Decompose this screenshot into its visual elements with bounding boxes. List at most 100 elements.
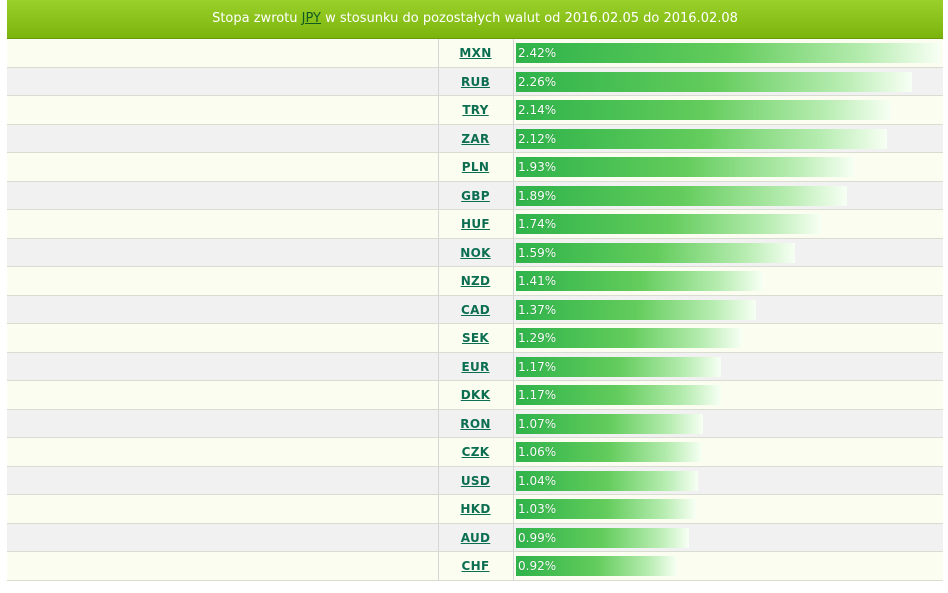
empty-cell bbox=[7, 295, 439, 323]
empty-cell bbox=[7, 381, 439, 409]
currency-code-cell: TRY bbox=[438, 96, 514, 124]
currency-code-cell: AUD bbox=[438, 523, 514, 551]
return-bar bbox=[516, 71, 912, 92]
return-bar bbox=[516, 328, 742, 348]
return-value-label: 1.29% bbox=[518, 331, 557, 345]
currency-code-link[interactable]: PLN bbox=[461, 160, 490, 174]
currency-code-link[interactable]: MXN bbox=[459, 46, 492, 60]
currency-code-link[interactable]: AUD bbox=[460, 530, 491, 545]
return-bar bbox=[516, 128, 887, 149]
currency-code-cell: USD bbox=[438, 466, 514, 494]
empty-cell bbox=[7, 552, 439, 580]
currency-code-link[interactable]: USD bbox=[460, 473, 491, 488]
bar-cell: 1.74% bbox=[514, 210, 943, 238]
table-row: HKD 1.03% bbox=[7, 495, 943, 524]
bar-cell: 2.12% bbox=[514, 125, 943, 153]
table-row: RON 1.07% bbox=[7, 409, 943, 438]
return-value-label: 1.07% bbox=[518, 416, 557, 431]
return-value-label: 2.42% bbox=[518, 46, 557, 60]
bar-cell: 0.99% bbox=[514, 524, 943, 552]
table-row: CZK 1.06% bbox=[7, 438, 943, 467]
currency-code-link[interactable]: CZK bbox=[461, 445, 490, 459]
return-value-label: 2.26% bbox=[518, 74, 557, 89]
bar-cell: 1.06% bbox=[514, 438, 943, 466]
empty-cell bbox=[7, 67, 439, 95]
currency-code-link[interactable]: HKD bbox=[460, 502, 491, 516]
table-row: PLN 1.93% bbox=[7, 153, 943, 182]
bar-cell: 1.89% bbox=[514, 182, 943, 210]
bar-cell: 1.37% bbox=[514, 296, 943, 324]
table-row: CAD 1.37% bbox=[7, 295, 943, 324]
empty-cell bbox=[7, 324, 439, 352]
return-value-label: 1.37% bbox=[518, 302, 557, 317]
base-currency-link[interactable]: JPY bbox=[301, 11, 322, 26]
currency-code-cell: HUF bbox=[438, 210, 514, 238]
empty-cell bbox=[7, 267, 439, 295]
empty-cell bbox=[7, 238, 439, 266]
return-bar bbox=[516, 214, 821, 234]
currency-code-cell: EUR bbox=[438, 352, 514, 380]
currency-code-link[interactable]: DKK bbox=[460, 388, 491, 402]
return-value-label: 1.17% bbox=[518, 359, 557, 374]
bar-cell: 2.14% bbox=[514, 96, 943, 124]
return-bar bbox=[516, 413, 703, 434]
table-row: HUF 1.74% bbox=[7, 210, 943, 239]
table-row: EUR 1.17% bbox=[7, 352, 943, 381]
empty-cell bbox=[7, 466, 439, 494]
table-row: AUD 0.99% bbox=[7, 523, 943, 552]
currency-code-link[interactable]: CHF bbox=[461, 559, 490, 573]
bar-cell: 1.41% bbox=[514, 267, 943, 295]
return-bar bbox=[516, 100, 891, 120]
return-bar bbox=[516, 157, 854, 177]
currency-code-link[interactable]: ZAR bbox=[461, 131, 490, 146]
return-bar bbox=[516, 442, 702, 462]
return-bar bbox=[516, 271, 763, 291]
currency-code-cell: PLN bbox=[438, 153, 514, 181]
return-value-label: 1.74% bbox=[518, 217, 557, 231]
empty-cell bbox=[7, 438, 439, 466]
return-bar bbox=[516, 185, 847, 206]
return-value-label: 1.59% bbox=[518, 245, 557, 260]
currency-code-link[interactable]: RON bbox=[460, 416, 491, 431]
bar-cell: 1.59% bbox=[514, 239, 943, 267]
bar-cell: 2.42% bbox=[514, 39, 943, 67]
return-value-label: 1.41% bbox=[518, 274, 557, 288]
table-row: SEK 1.29% bbox=[7, 324, 943, 353]
return-value-label: 1.93% bbox=[518, 160, 557, 174]
bar-cell: 1.29% bbox=[514, 324, 943, 352]
currency-code-cell: CAD bbox=[438, 295, 514, 323]
currency-code-link[interactable]: EUR bbox=[461, 359, 490, 374]
table-row: MXN 2.42% bbox=[7, 39, 943, 68]
return-value-label: 0.92% bbox=[518, 559, 557, 573]
table-row: NOK 1.59% bbox=[7, 238, 943, 267]
return-bar bbox=[516, 527, 689, 548]
return-value-label: 0.99% bbox=[518, 530, 557, 545]
return-value-label: 2.12% bbox=[518, 131, 557, 146]
empty-cell bbox=[7, 409, 439, 437]
bar-cell: 2.26% bbox=[514, 68, 943, 96]
currency-code-link[interactable]: TRY bbox=[462, 103, 489, 117]
currency-code-link[interactable]: NZD bbox=[460, 274, 491, 288]
currency-code-cell: CZK bbox=[438, 438, 514, 466]
currency-code-link[interactable]: NOK bbox=[460, 245, 491, 260]
currency-code-link[interactable]: SEK bbox=[461, 331, 490, 345]
empty-cell bbox=[7, 495, 439, 523]
header-title-prefix: Stopa zwrotu bbox=[212, 11, 302, 26]
return-bar bbox=[516, 43, 940, 63]
empty-cell bbox=[7, 210, 439, 238]
return-bar bbox=[516, 499, 696, 519]
table-row: USD 1.04% bbox=[7, 466, 943, 495]
currency-code-link[interactable]: HUF bbox=[461, 217, 490, 231]
empty-cell bbox=[7, 523, 439, 551]
bar-cell: 1.93% bbox=[514, 153, 943, 181]
return-value-label: 2.14% bbox=[518, 103, 557, 117]
currency-code-link[interactable]: CAD bbox=[461, 302, 490, 317]
bar-cell: 1.17% bbox=[514, 353, 943, 381]
currency-code-cell: NOK bbox=[438, 238, 514, 266]
currency-rows: MXN 2.42% RUB 2.26% TRY 2.14% ZAR 2.12% PLN 1.93%… bbox=[7, 39, 943, 581]
return-bar bbox=[516, 299, 756, 320]
currency-code-link[interactable]: RUB bbox=[460, 74, 491, 89]
currency-code-link[interactable]: GBP bbox=[461, 188, 490, 203]
return-value-label: 1.04% bbox=[518, 473, 557, 488]
currency-code-cell: RUB bbox=[438, 67, 514, 95]
